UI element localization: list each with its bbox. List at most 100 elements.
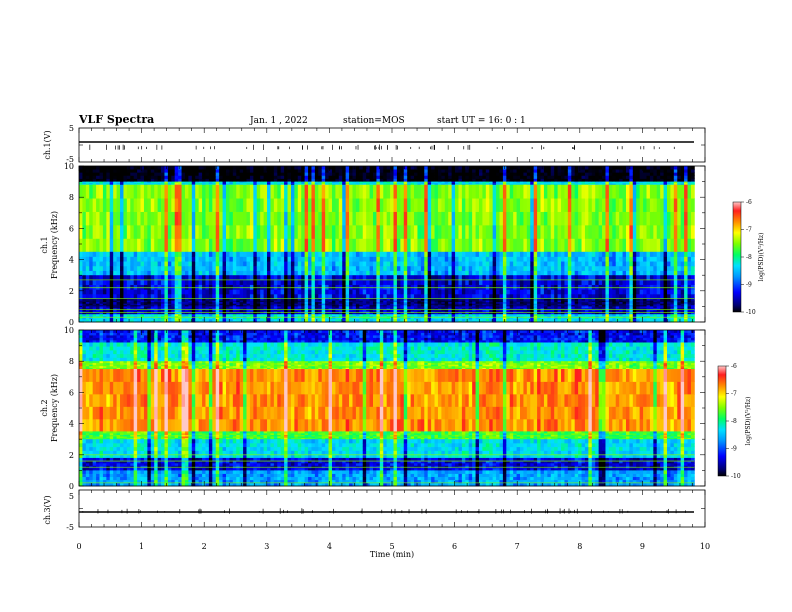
ch1-spectrogram-cell: [318, 181, 323, 183]
ch1-spectrogram-cell: [325, 172, 329, 176]
ch1-spectrogram-cell: [181, 311, 186, 314]
ch1-spectrogram-cell: [133, 300, 138, 303]
ch1-spectrogram-cell: [85, 315, 90, 318]
ch1-spectrogram-cell: [79, 284, 83, 290]
ch1-spectrogram-cell: [287, 251, 292, 257]
ch1-spectrogram-cell: [161, 270, 165, 276]
ch1-spectrogram-cell: [184, 175, 189, 179]
ch1-spectrogram-cell: [321, 261, 326, 267]
ch1-spectrogram-cell: [472, 256, 476, 262]
ch1-spectrogram-cell: [99, 183, 104, 185]
ch1-spectrogram-cell: [109, 311, 114, 314]
ch1-spectrogram-cell: [414, 251, 418, 257]
ch1-spectrogram-cell: [167, 289, 172, 295]
ch1-spectrogram-cell: [366, 251, 370, 257]
ch1-spectrogram-cell: [188, 298, 193, 301]
ch1-spectrogram-cell: [253, 224, 258, 239]
ch1-spectrogram-cell: [239, 314, 244, 317]
ch1-spectrogram-cell: [468, 289, 473, 295]
ch1-spectrogram-cell: [171, 251, 176, 257]
ch1-spectrogram-cell: [106, 279, 111, 285]
ch1-spectrogram-cell: [485, 169, 490, 173]
ch1-spectrogram-cell: [167, 183, 172, 185]
ch1-spectrogram-cell: [373, 261, 377, 267]
ch1-spectrogram-cell: [304, 172, 309, 176]
ch1-spectrogram-cell: [311, 178, 316, 182]
ch1-spectrogram-cell: [345, 284, 350, 290]
ch1-spectrogram-cell: [164, 284, 169, 290]
ch1-spectrogram-cell: [195, 182, 200, 184]
ch1-spectrogram-cell: [147, 315, 152, 318]
ch1-spectrogram-cell: [373, 169, 377, 173]
ch1-spectrogram-cell: [267, 184, 271, 199]
ch1-spectrogram-cell: [137, 265, 141, 271]
ch1-spectrogram-cell: [143, 198, 148, 212]
ch1-spectrogram-cell: [226, 279, 230, 285]
ch1-spectrogram-cell: [92, 184, 97, 199]
ch1-spectrogram-cell: [164, 309, 169, 312]
ch1-spectrogram-cell: [263, 238, 268, 253]
ch1-spectrogram-cell: [130, 318, 135, 321]
ch1-spectrogram-cell: [232, 169, 237, 173]
ch1-spectrogram-cell: [431, 314, 435, 317]
ch1-spectrogram-cell: [420, 211, 425, 226]
ch1-spectrogram-cell: [116, 251, 121, 257]
ch1-spectrogram-cell: [85, 184, 90, 199]
ch1-spectrogram-cell: [246, 251, 251, 257]
ch1-spectrogram-cell: [270, 279, 275, 285]
ch1-spectrogram-cell: [383, 224, 388, 239]
ch1-spectrogram-cell: [143, 261, 148, 267]
ch1-spectrogram-cell: [249, 169, 254, 173]
ch1-spectrogram-cell: [366, 178, 370, 182]
ch1-spectrogram-cell: [393, 279, 398, 285]
ch1-spectrogram-cell: [188, 293, 193, 299]
ch1-spectrogram-cell: [308, 178, 312, 182]
ch1-spectrogram-cell: [249, 261, 254, 267]
ch1-spectrogram-cell: [96, 183, 100, 185]
ch1-spectrogram-cell: [485, 178, 490, 182]
ch1-spectrogram-cell: [109, 303, 114, 306]
ch1-spectrogram-cell: [140, 289, 145, 295]
ch1-spectrogram-cell: [157, 184, 162, 186]
ch1-spectrogram-cell: [290, 284, 295, 290]
ch1-spectrogram-cell: [205, 184, 210, 186]
ch1-spectrogram-cell: [167, 300, 172, 303]
ch1-spectrogram-cell: [161, 224, 165, 239]
ch1-spectrogram-cell: [147, 182, 152, 184]
ch1-spectrogram-cell: [205, 261, 210, 267]
ch1-spectrogram-cell: [465, 284, 470, 290]
ch1-spectrogram-cell: [79, 265, 83, 271]
ch1-spectrogram-cell: [171, 293, 176, 299]
ch1-spectrogram-cell: [143, 289, 148, 295]
ch1-spectrogram-cell: [154, 238, 159, 253]
ch1-spectrogram-cell: [147, 304, 152, 307]
ch1-spectrogram-cell: [226, 284, 230, 290]
ch1-spectrogram-cell: [273, 289, 278, 295]
ch1-spectrogram-cell: [362, 279, 367, 285]
ch1-spectrogram-cell: [157, 184, 162, 199]
ch1-spectrogram-cell: [229, 175, 234, 179]
ch1-spectrogram-cell: [184, 304, 189, 307]
ch1-spectrogram-cell: [420, 279, 425, 285]
ch1-spectrogram-cell: [431, 289, 435, 295]
ch1-spectrogram-cell: [113, 251, 118, 257]
ch1-spectrogram-cell: [379, 314, 384, 317]
ch1-spectrogram-cell: [157, 306, 162, 309]
ch1-spectrogram-cell: [191, 303, 196, 306]
ch1-spectrogram-cell: [352, 279, 357, 285]
ch1-spectrogram-cell: [99, 307, 104, 310]
ch1-spectrogram-cell: [359, 198, 364, 212]
ch1-spectrogram-cell: [171, 307, 176, 310]
ch1-spectrogram-cell: [102, 320, 107, 323]
ch1-spectrogram-cell: [441, 314, 446, 317]
ch1-spectrogram-cell: [181, 309, 186, 312]
ch1-spectrogram-cell: [195, 311, 200, 314]
ch1-spectrogram-cell: [229, 184, 234, 199]
ch1-spectrogram-cell: [489, 178, 494, 182]
ch1-spectrogram-cell: [407, 172, 412, 176]
ch1-spectrogram-cell: [362, 169, 367, 173]
ch1-spectrogram-cell: [82, 261, 87, 267]
ch1-spectrogram-cell: [109, 275, 114, 281]
ch1-spectrogram-cell: [349, 261, 353, 267]
ch1-spectrogram-cell: [355, 265, 360, 271]
